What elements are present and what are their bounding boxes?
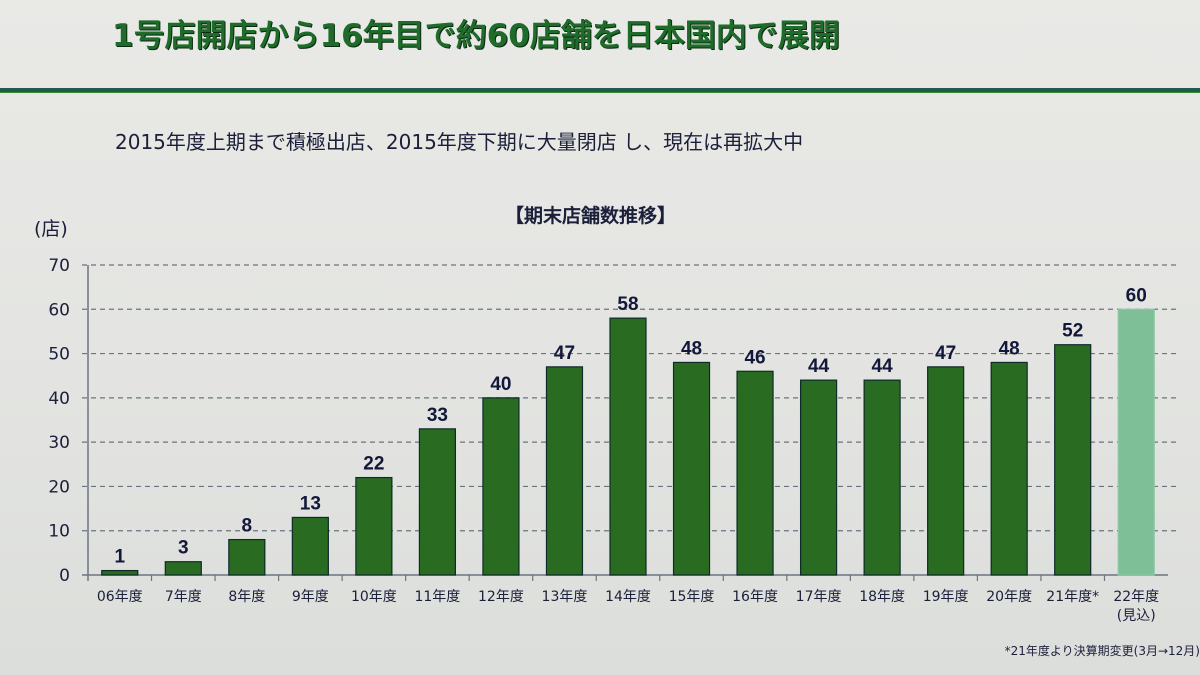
- footnote: *21年度より決算期変更(3月→12月): [1004, 644, 1200, 658]
- bar: [1054, 344, 1092, 576]
- bar-value-label: 8: [242, 516, 253, 537]
- x-tick-label: 16年度: [732, 589, 778, 605]
- y-tick-label: 70: [48, 256, 70, 276]
- bar-value-label: 13: [300, 493, 321, 514]
- bar-value-label: 40: [490, 374, 511, 395]
- x-tick-label: 21年度*: [1046, 589, 1099, 605]
- y-tick-label: 0: [59, 566, 70, 586]
- bar-value-label: 58: [617, 294, 638, 315]
- bar-value-label: 52: [1062, 321, 1083, 342]
- bar: [355, 476, 393, 576]
- x-tick-label: 7年度: [165, 589, 202, 605]
- bar: [799, 379, 838, 576]
- y-tick-label: 50: [48, 345, 70, 365]
- bar: [609, 317, 647, 576]
- x-tick-label: 8年度: [228, 589, 265, 605]
- bar: [990, 361, 1028, 576]
- bar-value-label: 44: [872, 356, 894, 377]
- bar: [672, 361, 711, 576]
- title-divider: [0, 88, 1200, 93]
- x-tick-sublabel: (見込): [1117, 608, 1156, 624]
- slide-subtitle: 2015年度上期まで積極出店、2015年度下期に大量閉店 し、現在は再拡大中: [115, 130, 804, 154]
- bar-value-label: 3: [178, 538, 189, 559]
- bar-value-label: 44: [808, 356, 830, 377]
- bar-value-label: 33: [427, 405, 448, 426]
- y-tick-label: 30: [48, 433, 70, 453]
- bar: [482, 397, 520, 576]
- bar: [228, 538, 266, 576]
- bar: [863, 379, 901, 576]
- bar-value-label: 22: [363, 454, 384, 475]
- x-tick-label: 13年度: [542, 589, 588, 605]
- bar: [418, 428, 457, 576]
- bar: [291, 516, 329, 576]
- bar-forecast: [1117, 308, 1155, 576]
- bar-value-label: 47: [935, 343, 956, 364]
- x-tick-label: 06年度: [97, 589, 143, 605]
- bar: [545, 366, 584, 576]
- y-axis-unit-label: (店): [34, 218, 68, 240]
- bar: [164, 561, 202, 576]
- x-tick-label: 17年度: [796, 589, 842, 605]
- slide-title: 1号店開店から16年目で約60店舗を日本国内で展開: [112, 18, 840, 54]
- x-tick-label: 22年度: [1113, 589, 1159, 605]
- bar: [101, 569, 139, 576]
- bar-value-label: 48: [999, 338, 1020, 359]
- x-tick-label: 14年度: [605, 589, 651, 605]
- bar-value-label: 1: [114, 547, 125, 568]
- x-tick-label: 10年度: [351, 589, 397, 605]
- x-tick-label: 12年度: [478, 589, 524, 605]
- x-tick-label: 11年度: [414, 589, 460, 605]
- y-tick-label: 40: [48, 389, 70, 409]
- x-tick-label: 9年度: [292, 589, 329, 605]
- bar-value-label: 46: [744, 347, 765, 368]
- bar-value-label: 60: [1126, 285, 1147, 306]
- bar-value-label: 48: [681, 338, 702, 359]
- bar: [927, 366, 965, 576]
- y-tick-label: 20: [48, 477, 70, 497]
- x-tick-label: 18年度: [859, 589, 905, 605]
- chart-title: 【期末店舗数推移】: [505, 205, 677, 227]
- x-tick-label: 20年度: [986, 589, 1032, 605]
- x-tick-label: 19年度: [923, 589, 969, 605]
- bar: [736, 370, 774, 576]
- x-tick-label: 15年度: [669, 589, 715, 605]
- y-tick-label: 10: [48, 522, 70, 542]
- y-tick-label: 60: [48, 300, 70, 320]
- bar-value-label: 47: [554, 343, 575, 364]
